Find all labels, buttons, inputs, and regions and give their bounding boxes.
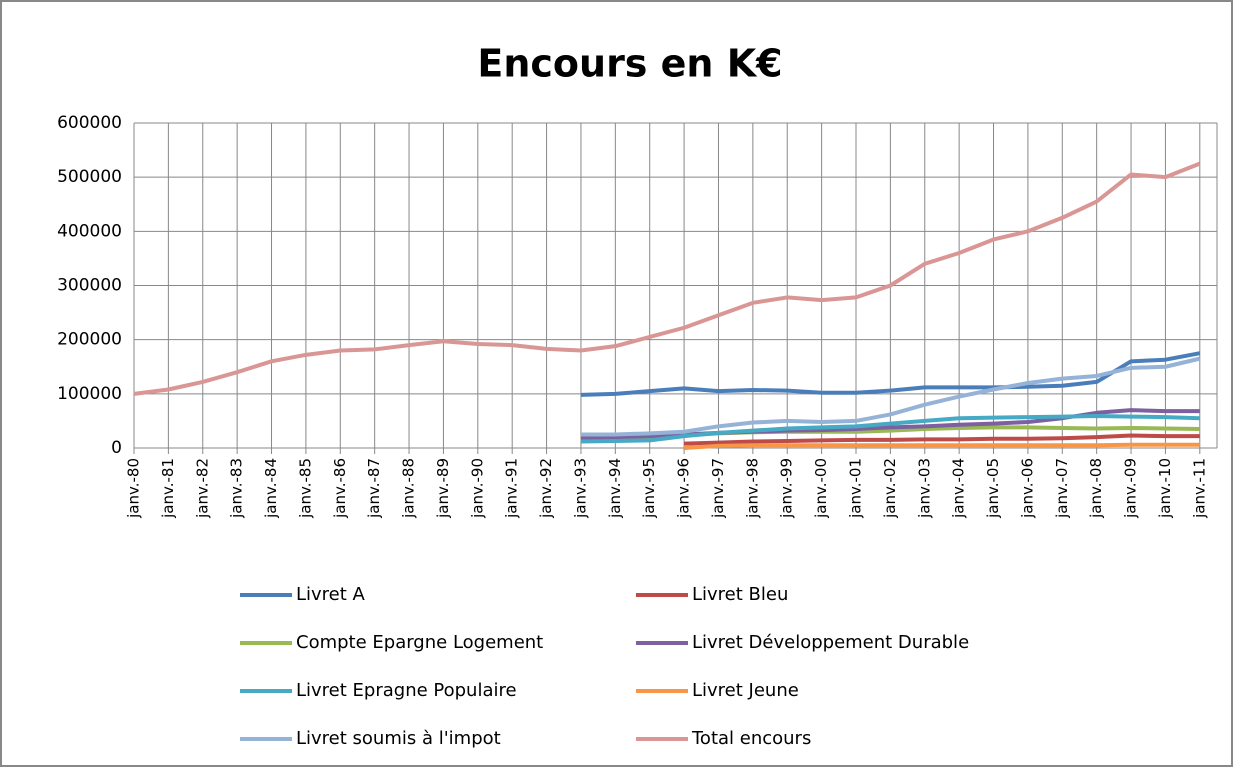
series-line — [133, 161, 1201, 396]
x-tick-label: janv.-08 — [1087, 458, 1105, 519]
x-tick-label: janv.-07 — [1053, 458, 1071, 519]
x-tick-label: janv.-87 — [365, 458, 383, 519]
x-tick-label: janv.-97 — [709, 458, 727, 519]
x-tick-label: janv.-83 — [228, 458, 246, 519]
x-tick-label: janv.-98 — [743, 458, 761, 519]
x-tick-label: janv.-99 — [778, 458, 796, 519]
y-tick-label: 200000 — [57, 330, 122, 350]
series-line — [580, 356, 1201, 437]
x-tick-label: janv.-10 — [1156, 458, 1174, 519]
x-tick-label: janv.-05 — [984, 458, 1002, 519]
x-tick-label: janv.-09 — [1122, 458, 1140, 519]
x-tick-label: janv.-88 — [400, 458, 418, 519]
x-tick-label: janv.-86 — [331, 458, 349, 519]
x-tick-label: janv.-80 — [125, 458, 143, 519]
x-tick-label: janv.-06 — [1018, 458, 1036, 519]
legend-label: Compte Epargne Logement — [296, 632, 543, 653]
x-tick-label: janv.-00 — [812, 458, 830, 519]
chart-title: Encours en K€ — [477, 42, 782, 86]
x-tick-label: janv.-81 — [159, 458, 177, 519]
legend-label: Livret soumis à l'impot — [296, 728, 501, 749]
x-tick-label: janv.-89 — [434, 458, 452, 519]
y-tick-label: 600000 — [57, 113, 122, 133]
series-line — [580, 414, 1200, 444]
series-line — [580, 351, 1201, 397]
x-tick-label: janv.-04 — [950, 458, 968, 519]
y-tick-label: 400000 — [57, 221, 122, 241]
x-tick-label: janv.-94 — [606, 458, 624, 519]
y-tick-label: 100000 — [57, 384, 122, 404]
legend-label: Livret Epragne Populaire — [296, 680, 517, 701]
legend-label: Livret Bleu — [692, 584, 788, 605]
legend-label: Livret A — [296, 584, 366, 605]
x-tick-label: janv.-85 — [296, 458, 314, 519]
legend-label: Livret Jeune — [692, 680, 799, 701]
series-line — [684, 433, 1200, 446]
x-tick-label: janv.-90 — [468, 458, 486, 519]
x-tick-label: janv.-02 — [881, 458, 899, 519]
legend-label: Total encours — [691, 728, 811, 749]
y-tick-label: 0 — [111, 438, 122, 458]
y-tick-label: 500000 — [57, 167, 122, 187]
x-tick-label: janv.-96 — [675, 458, 693, 519]
x-tick-label: janv.-82 — [193, 458, 211, 519]
y-tick-label: 300000 — [57, 276, 122, 296]
legend-label: Livret Développement Durable — [692, 632, 969, 653]
x-tick-label: janv.-92 — [537, 458, 555, 519]
x-tick-label: janv.-03 — [915, 458, 933, 519]
series-line — [683, 442, 1200, 450]
x-tick-label: janv.-11 — [1190, 458, 1208, 519]
x-tick-label: janv.-01 — [847, 458, 865, 519]
x-tick-label: janv.-84 — [262, 458, 280, 519]
x-tick-label: janv.-93 — [571, 458, 589, 519]
x-tick-label: janv.-95 — [640, 458, 658, 519]
x-tick-label: janv.-91 — [503, 458, 521, 519]
